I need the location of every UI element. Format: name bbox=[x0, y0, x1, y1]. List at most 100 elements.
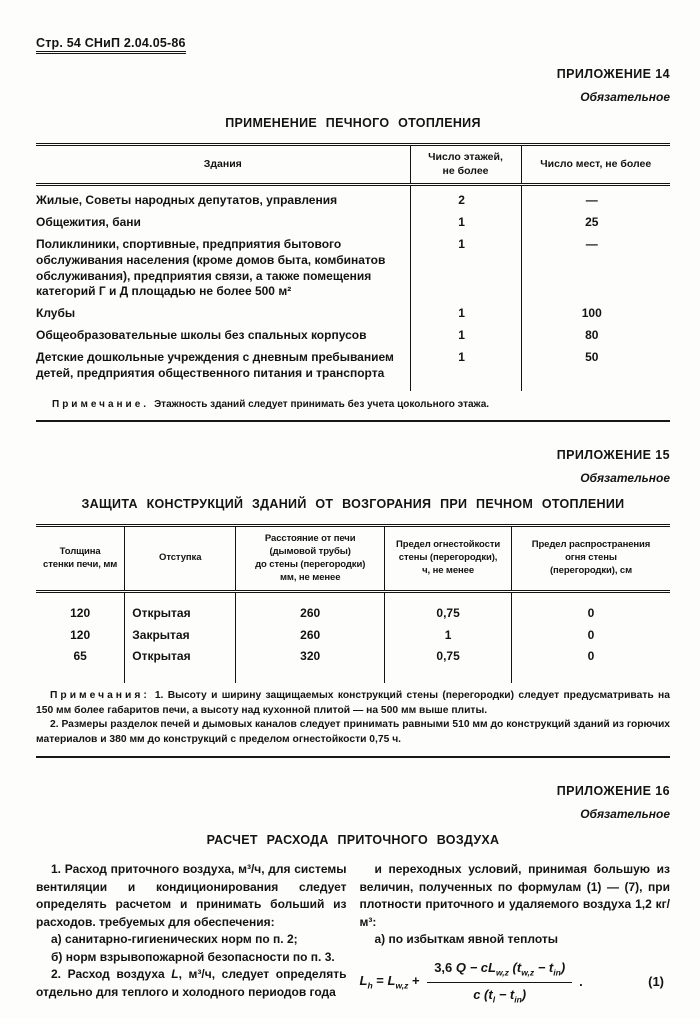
text-column-right: и переходных условий, принимая большую и… bbox=[360, 861, 671, 1006]
table1-col-floors: Число этажей, не более bbox=[409, 144, 521, 187]
cell-places: 50 bbox=[520, 346, 670, 391]
var: (t bbox=[508, 959, 522, 975]
cell-building: Поликлиники, спортивные, предприятия быт… bbox=[36, 236, 386, 299]
note-label: Примечание. bbox=[52, 398, 150, 410]
var: c (t bbox=[473, 986, 493, 1002]
fraction: 3,6 Q − cLw,z (tw,z − tin) c (tl − tin) bbox=[427, 959, 573, 1006]
coef: 3,6 bbox=[434, 959, 456, 975]
cell-floors: 1 bbox=[409, 346, 521, 391]
appendix-15-title: ЗАЩИТА КОНСТРУКЦИЙ ЗДАНИЙ ОТ ВОЗГОРАНИЯ … bbox=[81, 497, 625, 512]
formula-period: . bbox=[579, 973, 583, 989]
equals: = bbox=[372, 973, 388, 989]
var: L bbox=[387, 973, 396, 989]
cell-places: — bbox=[520, 233, 670, 304]
table1-row: Поликлиники, спортивные, предприятия быт… bbox=[36, 233, 670, 304]
cell-fire-spread: 0 bbox=[510, 646, 670, 684]
table1-row: Клубы 1 100 bbox=[36, 303, 670, 326]
cell-otstupka: Открытая bbox=[124, 646, 236, 684]
notes-label: Примечания: bbox=[50, 690, 150, 702]
page-header: Стр. 54 СНиП 2.04.05-86 bbox=[36, 36, 186, 54]
var: L bbox=[359, 973, 368, 989]
table1-note: Примечание. Этажность зданий следует прин… bbox=[52, 398, 670, 412]
table1-row: Жилые, Советы народных депутатов, управл… bbox=[36, 184, 670, 213]
sub: l bbox=[492, 994, 496, 1005]
cell-floors: 1 bbox=[409, 325, 521, 347]
paragraph-2-text: , м³/ч, следует определять отдельно для … bbox=[36, 967, 347, 999]
table2-row: 120 Закрытая 260 1 0 bbox=[36, 624, 670, 647]
appendix-14-kind: Обязательное bbox=[580, 90, 670, 104]
table2-note-2: 2. Размеры разделок печей и дымовых кана… bbox=[36, 719, 670, 745]
cell-floors: 1 bbox=[409, 303, 521, 326]
cell-building: Детские дошкольные учреждения с дневным … bbox=[36, 349, 394, 380]
table2-col-fire-spread: Предел распространения огня стены (перег… bbox=[510, 525, 670, 594]
cell-places: — bbox=[520, 184, 670, 213]
table2-note-1: Примечания: 1. Высоту и ширину защищаемых… bbox=[36, 689, 670, 718]
paragraph-2-text: 2. Расход воздуха bbox=[51, 967, 172, 982]
section-divider bbox=[36, 420, 670, 423]
list-item-a: а) по избыткам явной теплоты bbox=[374, 932, 558, 947]
appendix-16-kind: Обязательное bbox=[580, 807, 670, 822]
cell-building: Общежития, бани bbox=[36, 215, 141, 230]
cell-fire-limit: 1 bbox=[384, 624, 512, 647]
cell-otstupka: Закрытая bbox=[124, 624, 236, 647]
var: − t bbox=[534, 959, 554, 975]
appendix-14-label: ПРИЛОЖЕНИЕ 14 bbox=[556, 67, 670, 81]
cell-distance: 260 bbox=[235, 591, 385, 625]
sub: in bbox=[553, 967, 561, 978]
formula-1: Lh = Lw,z + 3,6 Q − cLw,z (tw,z − tin) c… bbox=[360, 959, 671, 1006]
variable-L: L bbox=[171, 967, 179, 982]
paragraph-1: 1. Расход приточного воздуха, м³/ч, для … bbox=[36, 862, 347, 929]
var: Q − cL bbox=[455, 959, 496, 975]
table2-col-fire-limit: Предел огнестойкости стены (перегородки)… bbox=[384, 525, 512, 594]
cell-floors: 1 bbox=[409, 233, 521, 304]
text-column-left: 1. Расход приточного воздуха, м³/ч, для … bbox=[36, 861, 347, 1006]
sub: w,z bbox=[395, 980, 409, 991]
paren: ) bbox=[560, 959, 566, 975]
paren: ) bbox=[521, 986, 527, 1002]
table2-row: 65 Открытая 320 0,75 0 bbox=[36, 646, 670, 684]
table1-row: Общежития, бани 1 25 bbox=[36, 212, 670, 234]
cell-fire-spread: 0 bbox=[510, 591, 670, 625]
table1-col-buildings: Здания bbox=[36, 144, 411, 187]
cell-thickness: 120 bbox=[70, 627, 91, 642]
sub: h bbox=[367, 980, 373, 991]
cell-building: Общеобразовательные школы без спальных к… bbox=[36, 328, 367, 343]
table1-header-row: Здания Число этажей, не более Число мест… bbox=[36, 144, 670, 187]
cell-places: 25 bbox=[520, 212, 670, 234]
table1-row: Детские дошкольные учреждения с дневным … bbox=[36, 346, 670, 391]
fire-protection-table: Толщина стенки печи, мм Отступка Расстоя… bbox=[36, 524, 670, 684]
cell-building: Клубы bbox=[36, 306, 76, 321]
table2-col-thickness: Толщина стенки печи, мм bbox=[36, 525, 125, 594]
cell-fire-spread: 0 bbox=[510, 624, 670, 647]
cell-building: Жилые, Советы народных депутатов, управл… bbox=[36, 193, 338, 208]
cell-fire-limit: 0,75 bbox=[384, 591, 512, 625]
fraction-denominator: c (tl − tin) bbox=[473, 983, 526, 1006]
note-text: Этажность зданий следует принимать без у… bbox=[154, 398, 490, 410]
paragraph-2: 2. Расход воздуха L, м³/ч, следует опред… bbox=[36, 966, 347, 1001]
appendix-14-title: ПРИМЕНЕНИЕ ПЕЧНОГО ОТОПЛЕНИЯ bbox=[225, 116, 481, 130]
cell-thickness: 120 bbox=[70, 606, 91, 621]
table2-col-distance: Расстояние от печи (дымовой трубы) до ст… bbox=[235, 525, 385, 594]
cell-places: 100 bbox=[520, 303, 670, 326]
appendix-15-kind: Обязательное bbox=[580, 471, 670, 486]
table2-col-otstupka: Отступка bbox=[124, 525, 236, 594]
table2-row: 120 Открытая 260 0,75 0 bbox=[36, 591, 670, 625]
list-item-b: б) норм взрывопожарной безопасности по п… bbox=[51, 949, 335, 964]
cell-floors: 1 bbox=[409, 212, 521, 234]
cell-places: 80 bbox=[520, 325, 670, 347]
section-divider bbox=[36, 756, 670, 759]
list-item-a: а) санитарно-гигиенических норм по п. 2; bbox=[51, 932, 298, 947]
formula-left-side: Lh = Lw,z + bbox=[360, 972, 424, 992]
note-text: 1. Высоту и ширину защищаемых конструкци… bbox=[36, 690, 670, 716]
equation-number: (1) bbox=[648, 973, 664, 989]
plus: + bbox=[408, 973, 424, 989]
cell-distance: 260 bbox=[235, 624, 385, 647]
appendix-16-title: РАСЧЕТ РАСХОДА ПРИТОЧНОГО ВОЗДУХА bbox=[206, 833, 500, 848]
cell-distance: 320 bbox=[235, 646, 385, 684]
cell-thickness: 65 bbox=[73, 649, 87, 664]
appendix-15-label: ПРИЛОЖЕНИЕ 15 bbox=[556, 448, 670, 463]
sub: w,z bbox=[495, 967, 509, 978]
table1-col-places: Число мест, не более bbox=[520, 144, 670, 187]
table1-row: Общеобразовательные школы без спальных к… bbox=[36, 325, 670, 347]
fraction-numerator: 3,6 Q − cLw,z (tw,z − tin) bbox=[427, 959, 573, 983]
